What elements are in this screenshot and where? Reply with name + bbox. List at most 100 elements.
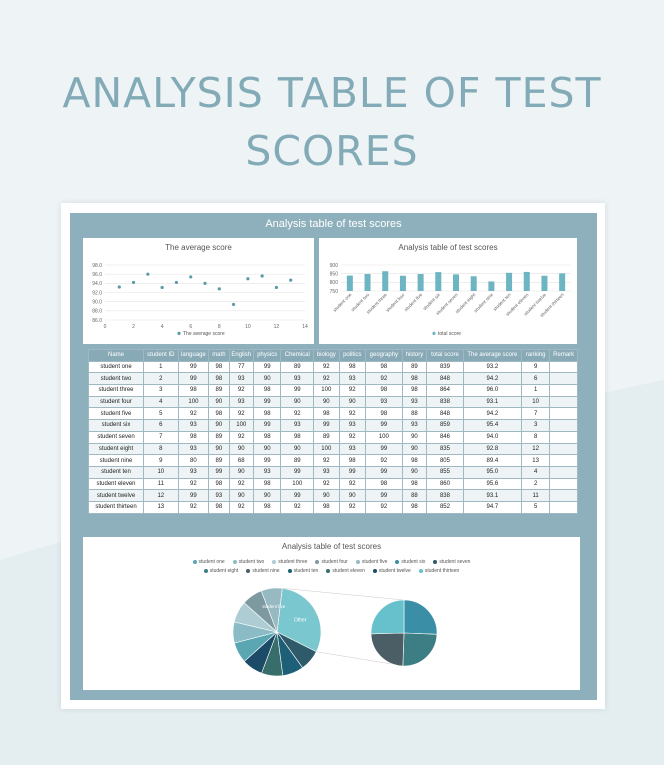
table-cell[interactable]	[549, 500, 578, 514]
table-cell[interactable]: 99	[365, 442, 403, 456]
pie-legend-item[interactable]: student seven	[433, 559, 470, 565]
bar[interactable]	[488, 281, 495, 291]
table-cell[interactable]	[549, 419, 578, 432]
table-cell[interactable]: 99	[365, 419, 403, 432]
pie-legend-item[interactable]: student five	[355, 559, 387, 565]
table-cell[interactable]: 98	[401, 477, 428, 491]
pie-legend-item[interactable]: student eight	[203, 568, 238, 574]
table-cell[interactable]: 859	[426, 419, 464, 432]
table-cell[interactable]: 93	[401, 419, 428, 432]
table-cell[interactable]: 4	[520, 465, 551, 479]
table-cell[interactable]: 98	[252, 500, 282, 514]
table-cell[interactable]: 89	[280, 360, 315, 374]
table-cell[interactable]: 10	[143, 465, 179, 479]
data-point[interactable]	[289, 278, 293, 282]
table-cell[interactable]: 90	[313, 395, 340, 409]
table-cell[interactable]: 93	[228, 395, 254, 409]
table-cell[interactable]: 90	[208, 442, 230, 456]
table-cell[interactable]: 92.8	[462, 442, 522, 456]
table-cell[interactable]: 98	[208, 360, 230, 374]
table-cell[interactable]: student two	[88, 372, 144, 386]
bar[interactable]	[541, 275, 548, 291]
table-cell[interactable]: 98	[252, 430, 282, 444]
table-cell[interactable]: 90	[252, 442, 282, 456]
bar[interactable]	[399, 275, 406, 291]
table-cell[interactable]: 90	[252, 489, 282, 502]
average-score-chart[interactable]: The average score 86.0 88.0 90.0 92.0 94.0 96…	[83, 238, 314, 344]
header-cell[interactable]: ranking	[520, 349, 551, 362]
table-cell[interactable]: 98	[177, 384, 210, 397]
table-cell[interactable]: 93	[365, 395, 403, 409]
table-cell[interactable]: 855	[426, 465, 464, 479]
table-cell[interactable]: 1	[520, 384, 551, 397]
table-cell[interactable]: 848	[426, 407, 464, 421]
table-cell[interactable]: 11	[143, 477, 179, 491]
table-cell[interactable]: 8	[520, 430, 551, 444]
table-cell[interactable]: 852	[426, 500, 464, 514]
table-cell[interactable]: 93.1	[462, 489, 522, 502]
table-cell[interactable]: 99	[177, 489, 210, 502]
table-cell[interactable]	[549, 395, 578, 409]
table-cell[interactable]: 93.1	[462, 395, 522, 409]
table-cell[interactable]: 90	[313, 489, 340, 502]
table-cell[interactable]: 90	[280, 395, 315, 409]
table-cell[interactable]: 88	[401, 407, 428, 421]
bar[interactable]	[435, 272, 442, 291]
table-cell[interactable]: 99	[365, 465, 403, 479]
table-cell[interactable]: 92	[338, 500, 367, 514]
table-cell[interactable]: 13	[143, 500, 179, 514]
table-cell[interactable]: 98	[401, 384, 428, 397]
table-cell[interactable]: 90	[252, 372, 282, 386]
header-cell[interactable]: physics	[252, 349, 282, 362]
header-cell[interactable]: Remark	[549, 349, 578, 362]
table-cell[interactable]: 93	[208, 489, 230, 502]
table-cell[interactable]: 89	[401, 360, 428, 374]
table-cell[interactable]: student thirteen	[88, 500, 144, 514]
table-cell[interactable]: 98	[401, 500, 428, 514]
table-cell[interactable]: 98	[365, 407, 403, 421]
table-cell[interactable]: 93	[252, 465, 282, 479]
table-cell[interactable]: 3	[143, 384, 179, 397]
table-cell[interactable]: 99	[177, 372, 210, 386]
pie-legend-item[interactable]: student eleven	[326, 568, 365, 574]
bar[interactable]	[346, 275, 353, 291]
pie-legend-item[interactable]: student twelve	[372, 568, 411, 574]
table-cell[interactable]: 89	[208, 454, 230, 467]
table-cell[interactable]: 94.7	[462, 500, 522, 514]
table-cell[interactable]: 92	[177, 407, 210, 421]
table-cell[interactable]: 92	[228, 407, 254, 421]
table-cell[interactable]: 13	[520, 454, 551, 467]
table-cell[interactable]: 89	[313, 430, 340, 444]
header-cell[interactable]: geography	[365, 349, 403, 362]
table-cell[interactable]: 77	[228, 360, 254, 374]
header-cell[interactable]: math	[208, 349, 230, 362]
table-cell[interactable]: 94.0	[462, 430, 522, 444]
pie-legend-item[interactable]: student three	[272, 559, 307, 565]
table-cell[interactable]: 99	[252, 395, 282, 409]
table-cell[interactable]: 100	[313, 442, 340, 456]
table-cell[interactable]: 860	[426, 477, 464, 491]
table-cell[interactable]: 89	[208, 384, 230, 397]
table-cell[interactable]: 92	[313, 372, 340, 386]
pie-slice[interactable]	[260, 587, 283, 633]
table-cell[interactable]	[549, 454, 578, 467]
table-cell[interactable]: 2	[520, 477, 551, 491]
table-cell[interactable]: 98	[365, 384, 403, 397]
table-cell[interactable]: 98	[338, 360, 367, 374]
table-cell[interactable]	[549, 477, 578, 491]
table-cell[interactable]: 3	[520, 419, 551, 432]
table-cell[interactable]: 100	[365, 430, 403, 444]
table-cell[interactable]: 98	[208, 407, 230, 421]
bar[interactable]	[506, 272, 513, 291]
table-cell[interactable]: 838	[426, 489, 464, 502]
table-cell[interactable]: 99	[313, 419, 340, 432]
table-cell[interactable]: 93	[177, 442, 210, 456]
table-cell[interactable]: 92	[338, 407, 367, 421]
table-cell[interactable]: 90	[401, 465, 428, 479]
table-cell[interactable]: 12	[520, 442, 551, 456]
data-point[interactable]	[117, 285, 121, 289]
table-cell[interactable]: 8	[143, 442, 179, 456]
data-point[interactable]	[231, 302, 236, 307]
table-cell[interactable]: 98	[365, 477, 403, 491]
table-cell[interactable]: 9	[143, 454, 179, 467]
